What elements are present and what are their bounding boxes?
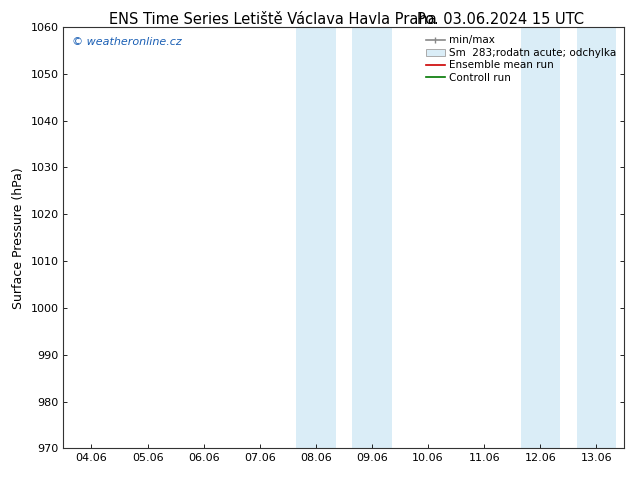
Bar — [296, 27, 335, 448]
Bar — [521, 27, 560, 448]
Text: Po. 03.06.2024 15 UTC: Po. 03.06.2024 15 UTC — [417, 12, 585, 27]
Bar — [353, 27, 392, 448]
Y-axis label: Surface Pressure (hPa): Surface Pressure (hPa) — [12, 167, 25, 309]
Text: ENS Time Series Letiště Václava Havla Praha: ENS Time Series Letiště Václava Havla Pr… — [109, 12, 436, 27]
Text: © weatheronline.cz: © weatheronline.cz — [72, 38, 181, 48]
Legend: min/max, Sm  283;rodatn acute; odchylka, Ensemble mean run, Controll run: min/max, Sm 283;rodatn acute; odchylka, … — [423, 32, 619, 86]
Bar — [577, 27, 616, 448]
